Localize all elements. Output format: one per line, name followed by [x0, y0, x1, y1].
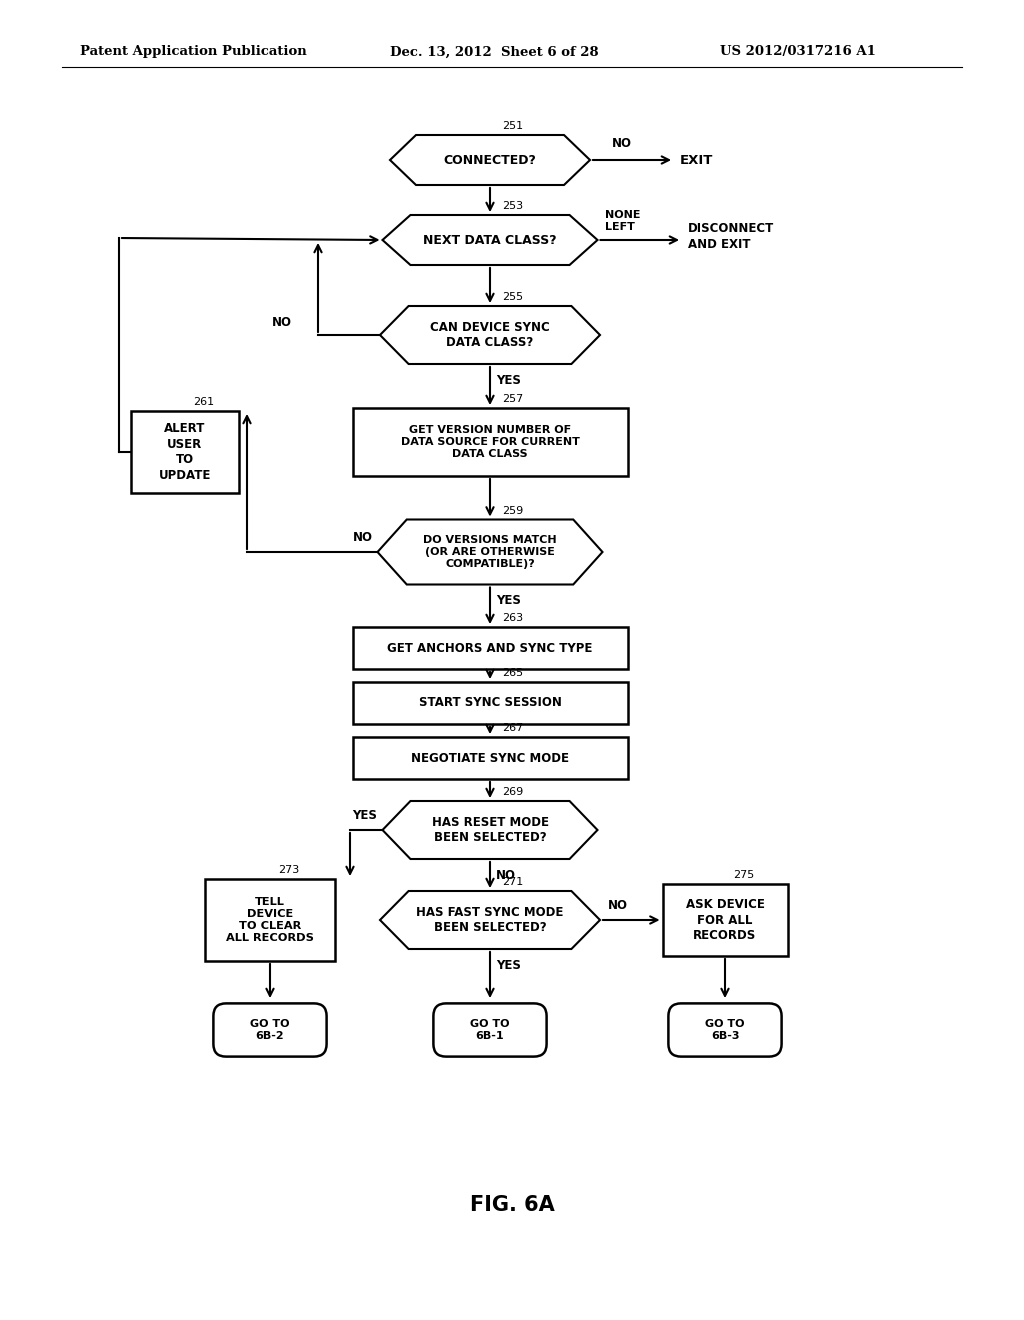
- Text: 275: 275: [733, 870, 755, 880]
- Text: 263: 263: [502, 612, 523, 623]
- Polygon shape: [380, 306, 600, 364]
- Text: 271: 271: [502, 876, 523, 887]
- FancyBboxPatch shape: [352, 682, 628, 723]
- FancyBboxPatch shape: [663, 884, 787, 956]
- Text: NO: NO: [352, 531, 373, 544]
- Polygon shape: [380, 891, 600, 949]
- Text: 269: 269: [502, 787, 523, 797]
- Text: NO: NO: [608, 899, 628, 912]
- Text: CONNECTED?: CONNECTED?: [443, 153, 537, 166]
- Text: START SYNC SESSION: START SYNC SESSION: [419, 697, 561, 710]
- Text: TELL
DEVICE
TO CLEAR
ALL RECORDS: TELL DEVICE TO CLEAR ALL RECORDS: [226, 898, 314, 942]
- Polygon shape: [378, 520, 602, 585]
- Text: 267: 267: [502, 723, 523, 733]
- Text: YES: YES: [496, 960, 521, 972]
- Text: 255: 255: [502, 292, 523, 302]
- Text: NONE
LEFT: NONE LEFT: [605, 210, 641, 232]
- Text: ALERT
USER
TO
UPDATE: ALERT USER TO UPDATE: [159, 422, 211, 482]
- Text: 253: 253: [502, 201, 523, 211]
- Text: Patent Application Publication: Patent Application Publication: [80, 45, 307, 58]
- Text: 259: 259: [502, 506, 523, 516]
- Text: 273: 273: [278, 865, 299, 875]
- FancyBboxPatch shape: [131, 411, 239, 492]
- Text: NO: NO: [612, 137, 632, 150]
- Text: YES: YES: [352, 809, 378, 822]
- Text: 261: 261: [193, 397, 214, 407]
- Text: NO: NO: [272, 315, 292, 329]
- Text: CAN DEVICE SYNC
DATA CLASS?: CAN DEVICE SYNC DATA CLASS?: [430, 321, 550, 350]
- Text: EXIT: EXIT: [680, 153, 714, 166]
- Polygon shape: [383, 801, 597, 859]
- FancyBboxPatch shape: [352, 627, 628, 669]
- Text: YES: YES: [496, 594, 521, 607]
- Text: HAS FAST SYNC MODE
BEEN SELECTED?: HAS FAST SYNC MODE BEEN SELECTED?: [417, 906, 563, 935]
- Text: YES: YES: [496, 374, 521, 387]
- Text: GET ANCHORS AND SYNC TYPE: GET ANCHORS AND SYNC TYPE: [387, 642, 593, 655]
- Polygon shape: [390, 135, 590, 185]
- Text: ASK DEVICE
FOR ALL
RECORDS: ASK DEVICE FOR ALL RECORDS: [685, 898, 765, 942]
- FancyBboxPatch shape: [205, 879, 335, 961]
- Text: US 2012/0317216 A1: US 2012/0317216 A1: [720, 45, 876, 58]
- Text: GET VERSION NUMBER OF
DATA SOURCE FOR CURRENT
DATA CLASS: GET VERSION NUMBER OF DATA SOURCE FOR CU…: [400, 425, 580, 459]
- Text: NO: NO: [496, 869, 516, 882]
- FancyBboxPatch shape: [433, 1003, 547, 1056]
- Text: DISCONNECT
AND EXIT: DISCONNECT AND EXIT: [688, 222, 774, 251]
- FancyBboxPatch shape: [352, 737, 628, 779]
- FancyBboxPatch shape: [213, 1003, 327, 1056]
- Text: NEGOTIATE SYNC MODE: NEGOTIATE SYNC MODE: [411, 751, 569, 764]
- Text: GO TO
6B-3: GO TO 6B-3: [706, 1019, 744, 1041]
- Text: Dec. 13, 2012  Sheet 6 of 28: Dec. 13, 2012 Sheet 6 of 28: [390, 45, 599, 58]
- Text: GO TO
6B-2: GO TO 6B-2: [250, 1019, 290, 1041]
- FancyBboxPatch shape: [352, 408, 628, 477]
- Text: FIG. 6A: FIG. 6A: [470, 1195, 554, 1214]
- Text: 257: 257: [502, 393, 523, 404]
- Text: 265: 265: [502, 668, 523, 678]
- Text: NEXT DATA CLASS?: NEXT DATA CLASS?: [423, 234, 557, 247]
- Text: HAS RESET MODE
BEEN SELECTED?: HAS RESET MODE BEEN SELECTED?: [431, 816, 549, 845]
- Text: GO TO
6B-1: GO TO 6B-1: [470, 1019, 510, 1041]
- FancyBboxPatch shape: [669, 1003, 781, 1056]
- Text: DO VERSIONS MATCH
(OR ARE OTHERWISE
COMPATIBLE)?: DO VERSIONS MATCH (OR ARE OTHERWISE COMP…: [423, 535, 557, 569]
- Polygon shape: [383, 215, 597, 265]
- Text: 251: 251: [502, 121, 523, 131]
